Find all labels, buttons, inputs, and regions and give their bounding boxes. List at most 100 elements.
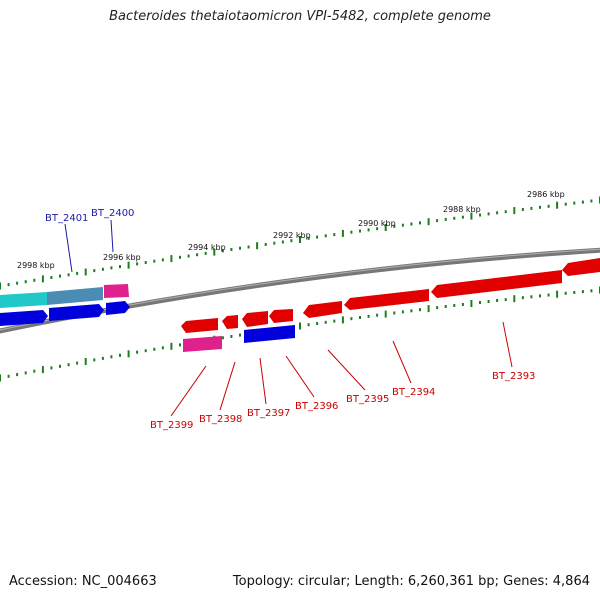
minor-tick <box>401 310 404 314</box>
leader-line <box>259 357 267 405</box>
feature-bt-2395[interactable] <box>303 301 342 318</box>
minor-tick <box>93 269 96 273</box>
gene-label[interactable]: BT_2397 <box>247 408 290 419</box>
forward-features <box>0 284 130 326</box>
minor-tick <box>76 271 79 275</box>
minor-tick <box>590 289 593 293</box>
scale-label: 2988 kbp <box>443 205 481 214</box>
minor-tick <box>230 335 233 338</box>
gene-label[interactable]: BT_2400 <box>91 208 134 219</box>
minor-tick <box>539 205 541 209</box>
minor-tick <box>581 290 584 294</box>
gene-label[interactable]: BT_2399 <box>150 420 193 431</box>
leader-line <box>502 321 513 368</box>
feature-bt-2396[interactable] <box>269 309 293 323</box>
feature-forward-3[interactable] <box>106 301 130 315</box>
minor-tick <box>33 278 36 282</box>
major-tick <box>127 350 130 358</box>
feature-bt-2394[interactable] <box>344 289 429 310</box>
feature-bt-2392-partial[interactable] <box>562 258 600 276</box>
minor-tick <box>290 239 293 243</box>
minor-tick <box>410 222 413 226</box>
minor-tick <box>307 236 310 240</box>
minor-tick <box>573 291 576 294</box>
minor-tick <box>333 233 336 237</box>
minor-tick <box>479 301 481 304</box>
feature-bt-2401[interactable] <box>47 287 103 305</box>
minor-tick <box>93 358 96 362</box>
minor-tick <box>487 212 490 216</box>
minor-tick <box>67 273 70 277</box>
minor-tick <box>581 200 584 204</box>
minor-tick <box>359 229 361 233</box>
accession-label: Accession: NC_004663 <box>9 574 157 589</box>
gene-label[interactable]: BT_2393 <box>492 371 535 382</box>
feature-forward-lower[interactable] <box>244 325 295 343</box>
feature-bt-2393[interactable] <box>431 270 562 298</box>
minor-tick <box>573 201 576 205</box>
minor-tick <box>50 366 53 370</box>
scale-labels: 2998 kbp 2996 kbp 2994 kbp 2992 kbp 2990… <box>17 190 565 270</box>
minor-tick <box>307 323 310 327</box>
major-tick <box>556 201 559 209</box>
minor-tick <box>264 243 267 246</box>
minor-tick <box>444 217 447 221</box>
minor-tick <box>324 320 327 324</box>
minor-tick <box>479 213 481 217</box>
major-tick <box>84 358 87 365</box>
minor-tick <box>316 235 319 239</box>
major-tick <box>470 212 473 220</box>
genome-title: Bacteroides thetaiotaomicron VPI-5482, c… <box>109 9 491 24</box>
minor-tick <box>144 261 147 264</box>
leader-line <box>170 365 207 417</box>
minor-tick <box>350 317 353 321</box>
minor-tick <box>376 227 379 231</box>
major-tick <box>170 255 173 263</box>
feature-teal[interactable] <box>0 292 47 308</box>
minor-tick <box>521 208 524 211</box>
major-tick <box>556 290 559 298</box>
minor-tick <box>496 211 499 215</box>
feature-bt-2400[interactable] <box>104 284 129 298</box>
major-tick <box>513 295 516 303</box>
major-tick <box>84 268 87 276</box>
minor-tick <box>410 309 413 313</box>
gene-label[interactable]: BT_2394 <box>392 387 435 398</box>
minor-tick <box>136 350 139 354</box>
gene-label[interactable]: BT_2401 <box>45 213 88 224</box>
tick-ring-outer <box>0 196 600 290</box>
major-tick <box>341 229 344 237</box>
feature-pink-lower[interactable] <box>183 336 222 352</box>
minor-tick <box>436 306 439 310</box>
minor-tick <box>101 356 104 360</box>
major-tick <box>427 305 430 313</box>
feature-bt-2399[interactable] <box>181 318 218 333</box>
major-tick <box>299 322 301 330</box>
major-tick <box>213 248 216 256</box>
minor-tick <box>24 371 27 375</box>
minor-tick <box>33 369 36 373</box>
minor-tick <box>419 221 421 225</box>
minor-tick <box>187 254 190 258</box>
major-tick <box>41 366 44 374</box>
major-tick <box>341 316 344 324</box>
minor-tick <box>16 281 19 285</box>
minor-tick <box>367 314 370 318</box>
feature-bt-2398[interactable] <box>222 315 238 329</box>
gene-label[interactable]: BT_2396 <box>295 401 338 412</box>
feature-bt-2397[interactable] <box>242 311 268 327</box>
gene-label[interactable]: BT_2395 <box>346 394 389 405</box>
minor-tick <box>564 202 567 206</box>
minor-tick <box>461 303 464 306</box>
scale-label: 2996 kbp <box>103 253 141 262</box>
feature-forward-2[interactable] <box>49 304 104 321</box>
gene-label[interactable]: BT_2398 <box>199 414 242 425</box>
minor-tick <box>376 313 379 317</box>
minor-tick <box>367 228 370 232</box>
major-tick <box>384 310 387 318</box>
minor-tick <box>281 240 284 244</box>
minor-tick <box>401 223 404 227</box>
feature-forward-1[interactable] <box>0 310 48 326</box>
minor-tick <box>59 274 61 278</box>
